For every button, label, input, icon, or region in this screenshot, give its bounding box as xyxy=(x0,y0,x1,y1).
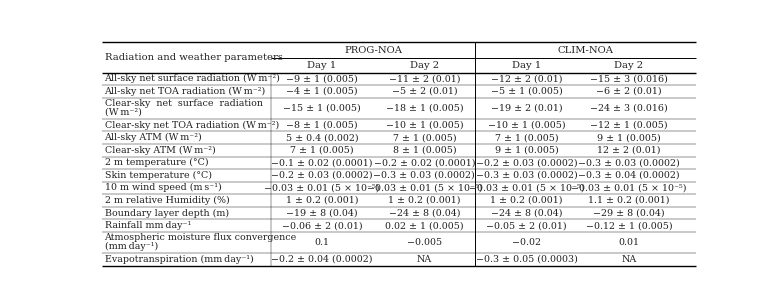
Text: −6 ± 2 (0.01): −6 ± 2 (0.01) xyxy=(596,87,662,96)
Text: Day 2: Day 2 xyxy=(615,61,643,70)
Text: −12 ± 1 (0.005): −12 ± 1 (0.005) xyxy=(590,121,668,130)
Text: −8 ± 1 (0.005): −8 ± 1 (0.005) xyxy=(286,121,358,130)
Text: −10 ± 1 (0.005): −10 ± 1 (0.005) xyxy=(385,121,463,130)
Text: All-sky net TOA radiation (W m⁻²): All-sky net TOA radiation (W m⁻²) xyxy=(104,87,265,96)
Text: −0.3 ± 0.03 (0.0002): −0.3 ± 0.03 (0.0002) xyxy=(578,158,680,167)
Text: All-sky ATM (W m⁻²): All-sky ATM (W m⁻²) xyxy=(104,133,202,142)
Text: −15 ± 3 (0.016): −15 ± 3 (0.016) xyxy=(590,74,668,83)
Text: −24 ± 3 (0.016): −24 ± 3 (0.016) xyxy=(590,104,668,113)
Text: −0.03 ± 0.01 (5 × 10⁻⁵): −0.03 ± 0.01 (5 × 10⁻⁵) xyxy=(367,183,482,192)
Text: (mm day⁻¹): (mm day⁻¹) xyxy=(104,242,158,251)
Text: −0.3 ± 0.03 (0.0002): −0.3 ± 0.03 (0.0002) xyxy=(476,171,577,180)
Text: −0.12 ± 1 (0.005): −0.12 ± 1 (0.005) xyxy=(585,221,672,230)
Text: −0.2 ± 0.04 (0.0002): −0.2 ± 0.04 (0.0002) xyxy=(272,255,373,264)
Text: −0.03 ± 0.01 (5 × 10⁻⁵): −0.03 ± 0.01 (5 × 10⁻⁵) xyxy=(571,183,687,192)
Text: 9 ± 1 (0.005): 9 ± 1 (0.005) xyxy=(597,133,661,142)
Text: 7 ± 1 (0.005): 7 ± 1 (0.005) xyxy=(290,146,354,155)
Text: −4 ± 1 (0.005): −4 ± 1 (0.005) xyxy=(286,87,358,96)
Text: NA: NA xyxy=(416,255,432,264)
Text: 5 ± 0.4 (0.002): 5 ± 0.4 (0.002) xyxy=(286,133,358,142)
Text: 7 ± 1 (0.005): 7 ± 1 (0.005) xyxy=(495,133,558,142)
Text: 1 ± 0.2 (0.001): 1 ± 0.2 (0.001) xyxy=(388,196,461,205)
Text: −29 ± 8 (0.04): −29 ± 8 (0.04) xyxy=(593,209,665,218)
Text: −18 ± 1 (0.005): −18 ± 1 (0.005) xyxy=(385,104,463,113)
Text: Atmospheric moisture flux convergence: Atmospheric moisture flux convergence xyxy=(104,233,296,242)
Text: All-sky net surface radiation (W m⁻²): All-sky net surface radiation (W m⁻²) xyxy=(104,74,280,83)
Text: −0.2 ± 0.02 (0.0001): −0.2 ± 0.02 (0.0001) xyxy=(374,158,475,167)
Text: 1 ± 0.2 (0.001): 1 ± 0.2 (0.001) xyxy=(286,196,358,205)
Text: −0.06 ± 2 (0.01): −0.06 ± 2 (0.01) xyxy=(282,221,362,230)
Text: Radiation and weather parameters: Radiation and weather parameters xyxy=(104,53,283,62)
Text: Boundary layer depth (m): Boundary layer depth (m) xyxy=(104,209,228,218)
Text: −0.05 ± 2 (0.01): −0.05 ± 2 (0.01) xyxy=(486,221,567,230)
Text: −0.02: −0.02 xyxy=(512,238,541,247)
Text: PROG-NOA: PROG-NOA xyxy=(344,45,402,54)
Text: 0.1: 0.1 xyxy=(314,238,330,247)
Text: 0.02 ± 1 (0.005): 0.02 ± 1 (0.005) xyxy=(385,221,464,230)
Text: 0.01: 0.01 xyxy=(618,238,639,247)
Text: Day 1: Day 1 xyxy=(307,61,337,70)
Text: NA: NA xyxy=(622,255,636,264)
Text: 10 m wind speed (m s⁻¹): 10 m wind speed (m s⁻¹) xyxy=(104,183,221,193)
Text: −0.3 ± 0.05 (0.0003): −0.3 ± 0.05 (0.0003) xyxy=(476,255,577,264)
Text: −10 ± 1 (0.005): −10 ± 1 (0.005) xyxy=(488,121,565,130)
Text: Clear-sky ATM (W m⁻²): Clear-sky ATM (W m⁻²) xyxy=(104,146,215,155)
Text: 7 ± 1 (0.005): 7 ± 1 (0.005) xyxy=(392,133,456,142)
Text: Skin temperature (°C): Skin temperature (°C) xyxy=(104,171,211,180)
Text: −0.2 ± 0.03 (0.0002): −0.2 ± 0.03 (0.0002) xyxy=(271,171,373,180)
Text: −5 ± 2 (0.01): −5 ± 2 (0.01) xyxy=(392,87,457,96)
Text: −24 ± 8 (0.04): −24 ± 8 (0.04) xyxy=(389,209,460,218)
Text: −15 ± 1 (0.005): −15 ± 1 (0.005) xyxy=(283,104,361,113)
Text: −0.03 ± 0.01 (5 × 10⁻⁵): −0.03 ± 0.01 (5 × 10⁻⁵) xyxy=(469,183,584,192)
Text: −9 ± 1 (0.005): −9 ± 1 (0.005) xyxy=(286,74,358,83)
Text: Rainfall mm day⁻¹: Rainfall mm day⁻¹ xyxy=(104,221,191,230)
Text: Clear-sky  net  surface  radiation: Clear-sky net surface radiation xyxy=(104,99,262,108)
Text: 1 ± 0.2 (0.001): 1 ± 0.2 (0.001) xyxy=(491,196,563,205)
Text: −12 ± 2 (0.01): −12 ± 2 (0.01) xyxy=(491,74,563,83)
Text: −0.3 ± 0.04 (0.0002): −0.3 ± 0.04 (0.0002) xyxy=(578,171,680,180)
Text: −0.3 ± 0.03 (0.0002): −0.3 ± 0.03 (0.0002) xyxy=(374,171,475,180)
Text: Evapotranspiration (mm day⁻¹): Evapotranspiration (mm day⁻¹) xyxy=(104,255,253,264)
Text: −24 ± 8 (0.04): −24 ± 8 (0.04) xyxy=(491,209,563,218)
Text: −0.03 ± 0.01 (5 × 10⁻⁵): −0.03 ± 0.01 (5 × 10⁻⁵) xyxy=(265,183,380,192)
Text: (W m⁻²): (W m⁻²) xyxy=(104,108,142,117)
Text: −0.005: −0.005 xyxy=(407,238,442,247)
Text: 2 m relative Humidity (%): 2 m relative Humidity (%) xyxy=(104,196,229,205)
Text: −11 ± 2 (0.01): −11 ± 2 (0.01) xyxy=(389,74,460,83)
Text: 1.1 ± 0.2 (0.001): 1.1 ± 0.2 (0.001) xyxy=(588,196,670,205)
Text: −0.2 ± 0.03 (0.0002): −0.2 ± 0.03 (0.0002) xyxy=(476,158,577,167)
Text: 2 m temperature (°C): 2 m temperature (°C) xyxy=(104,158,208,167)
Text: Day 1: Day 1 xyxy=(512,61,541,70)
Text: Clear-sky net TOA radiation (W m⁻²): Clear-sky net TOA radiation (W m⁻²) xyxy=(104,121,279,130)
Text: Day 2: Day 2 xyxy=(409,61,439,70)
Text: −19 ± 8 (0.04): −19 ± 8 (0.04) xyxy=(286,209,358,218)
Text: 9 ± 1 (0.005): 9 ± 1 (0.005) xyxy=(495,146,559,155)
Text: 12 ± 2 (0.01): 12 ± 2 (0.01) xyxy=(597,146,660,155)
Text: 8 ± 1 (0.005): 8 ± 1 (0.005) xyxy=(392,146,456,155)
Text: CLIM-NOA: CLIM-NOA xyxy=(558,45,614,54)
Text: −0.1 ± 0.02 (0.0001): −0.1 ± 0.02 (0.0001) xyxy=(272,158,373,167)
Text: −19 ± 2 (0.01): −19 ± 2 (0.01) xyxy=(491,104,563,113)
Text: −5 ± 1 (0.005): −5 ± 1 (0.005) xyxy=(491,87,563,96)
